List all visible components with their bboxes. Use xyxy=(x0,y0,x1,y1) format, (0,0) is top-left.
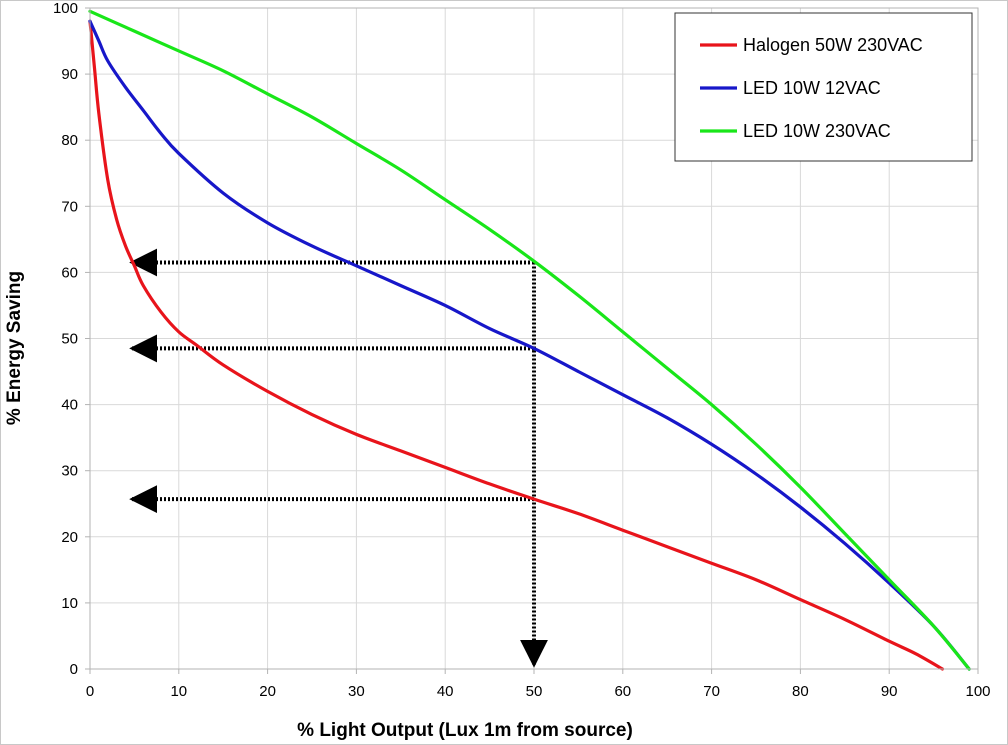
x-tick-label: 70 xyxy=(703,683,720,700)
x-axis-title: % Light Output (Lux 1m from source) xyxy=(297,720,633,741)
y-tick-label: 50 xyxy=(61,331,78,348)
x-tick-label: 100 xyxy=(965,683,990,700)
x-tick-label: 50 xyxy=(526,683,543,700)
series-line-1 xyxy=(88,19,945,671)
x-tick-label: 10 xyxy=(170,683,187,700)
legend-label-2: LED 10W 12VAC xyxy=(743,78,881,98)
plot-area-border xyxy=(89,7,979,670)
legend-label-3: LED 10W 230VAC xyxy=(743,121,891,141)
x-tick-label: 80 xyxy=(792,683,809,700)
y-tick-label: 100 xyxy=(53,0,78,17)
series-line-3 xyxy=(88,9,971,671)
y-tick-label: 10 xyxy=(61,595,78,612)
y-tick-label: 20 xyxy=(61,529,78,546)
y-tick-label: 80 xyxy=(61,132,78,149)
x-tick-label: 90 xyxy=(881,683,898,700)
x-tick-label: 60 xyxy=(614,683,631,700)
y-tick-label: 40 xyxy=(61,397,78,414)
tick-labels: 0 10 20 30 40 50 60 70 80 90 100 0 10 20 30 40 50 60 70 80 9… xyxy=(53,0,991,700)
legend: Halogen 50W 230VAC LED 10W 12VAC LED 10W 2… xyxy=(674,12,973,162)
x-tick-label: 20 xyxy=(259,683,276,700)
x-tick-label: 0 xyxy=(86,683,94,700)
y-axis-title: % Energy Saving xyxy=(4,271,25,425)
x-tick-label: 30 xyxy=(348,683,365,700)
series-line-2 xyxy=(88,19,971,671)
annotation-arrows xyxy=(129,248,548,668)
x-tick-label: 40 xyxy=(437,683,454,700)
y-tick-label: 30 xyxy=(61,463,78,480)
y-tick-label: 60 xyxy=(61,264,78,281)
series-lines xyxy=(88,9,971,671)
legend-label-1: Halogen 50W 230VAC xyxy=(743,35,923,55)
y-tick-label: 70 xyxy=(61,198,78,215)
y-tick-label: 0 xyxy=(70,661,78,678)
y-tick-label: 90 xyxy=(61,66,78,83)
